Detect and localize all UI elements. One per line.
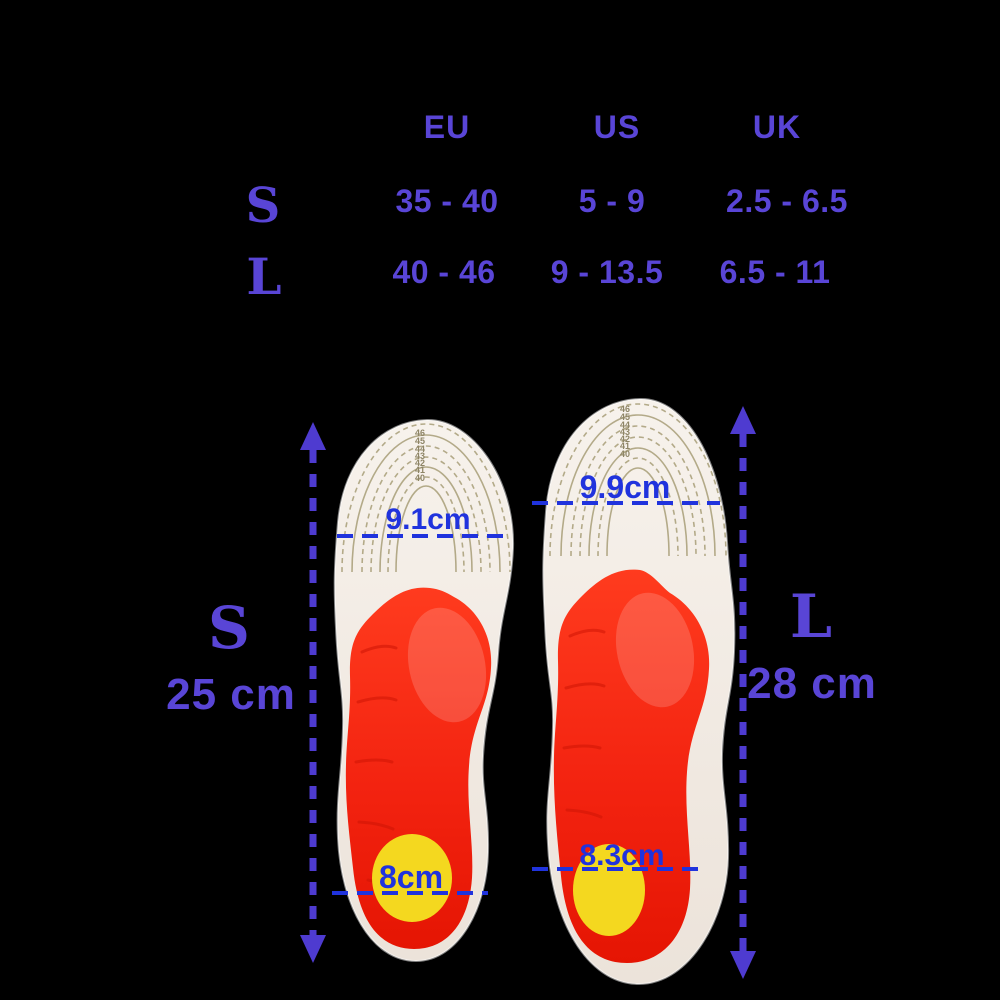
toe-size-number: 41: [415, 465, 425, 475]
insole-left-graphic: 46 45 44 43 42 41 40: [332, 418, 515, 963]
size-table-header-uk: UK: [752, 109, 802, 145]
toe-size-number: 44: [415, 444, 425, 454]
toe-size-number: 44: [620, 420, 630, 430]
heel-width-label-right: 8.3cm: [579, 839, 665, 872]
arrow-down-icon: [730, 951, 756, 979]
toe-size-number: 40: [620, 449, 630, 459]
size-table-header-us: US: [593, 109, 641, 145]
insole-left-length-label: 25 cm: [166, 670, 296, 719]
toe-size-number: 43: [415, 451, 425, 461]
insole-right-graphic: 46 45 44 43 42 41 40: [532, 397, 736, 986]
insole-right-toe-size-numbers: 46 45 44 43 42 41 40: [620, 404, 630, 459]
insole-right-size-label: L: [789, 582, 833, 652]
arrow-down-icon: [300, 935, 326, 963]
toe-size-number: 46: [620, 404, 630, 414]
toe-size-number: 42: [620, 434, 630, 444]
heel-width-label-left: 8cm: [378, 859, 444, 895]
insole-right-length-label: 28 cm: [747, 659, 877, 708]
size-table-cell-s-us: 5 - 9: [578, 183, 646, 219]
toe-width-label-right: 9.9cm: [579, 469, 671, 505]
insole-left-toe-size-numbers: 46 45 44 43 42 41 40: [415, 428, 425, 483]
size-table-row-s-label: S: [245, 178, 281, 234]
insole-left-trim-arcs: [341, 423, 511, 573]
toe-width-label-left: 9.1cm: [385, 503, 471, 536]
size-table-cell-l-eu: 40 - 46: [392, 254, 496, 290]
length-arrow-left: [300, 422, 326, 963]
size-table-cell-s-eu: 35 - 40: [395, 183, 499, 219]
arrow-up-icon: [300, 422, 326, 450]
insole-right-pad-gloss: [615, 592, 695, 708]
insole-left-pad-gloss: [407, 607, 487, 723]
size-table-row-l-label: L: [246, 247, 282, 306]
toe-size-number: 46: [415, 428, 425, 438]
toe-size-number: 45: [620, 412, 630, 422]
insole-left-heel-cushion: [372, 834, 452, 922]
toe-size-number: 43: [620, 427, 630, 437]
toe-size-number: 42: [415, 458, 425, 468]
toe-size-number: 41: [620, 441, 630, 451]
length-arrow-right: [730, 406, 756, 979]
size-table-header-eu: EU: [423, 109, 471, 145]
toe-size-number: 40: [415, 473, 425, 483]
toe-size-number: 45: [415, 436, 425, 446]
size-table-cell-s-uk: 2.5 - 6.5: [726, 183, 848, 219]
size-table-cell-l-uk: 6.5 - 11: [719, 254, 831, 290]
insole-left-size-label: S: [208, 594, 250, 662]
size-table-cell-l-us: 9 - 13.5: [550, 254, 664, 290]
arrow-up-icon: [730, 406, 756, 434]
